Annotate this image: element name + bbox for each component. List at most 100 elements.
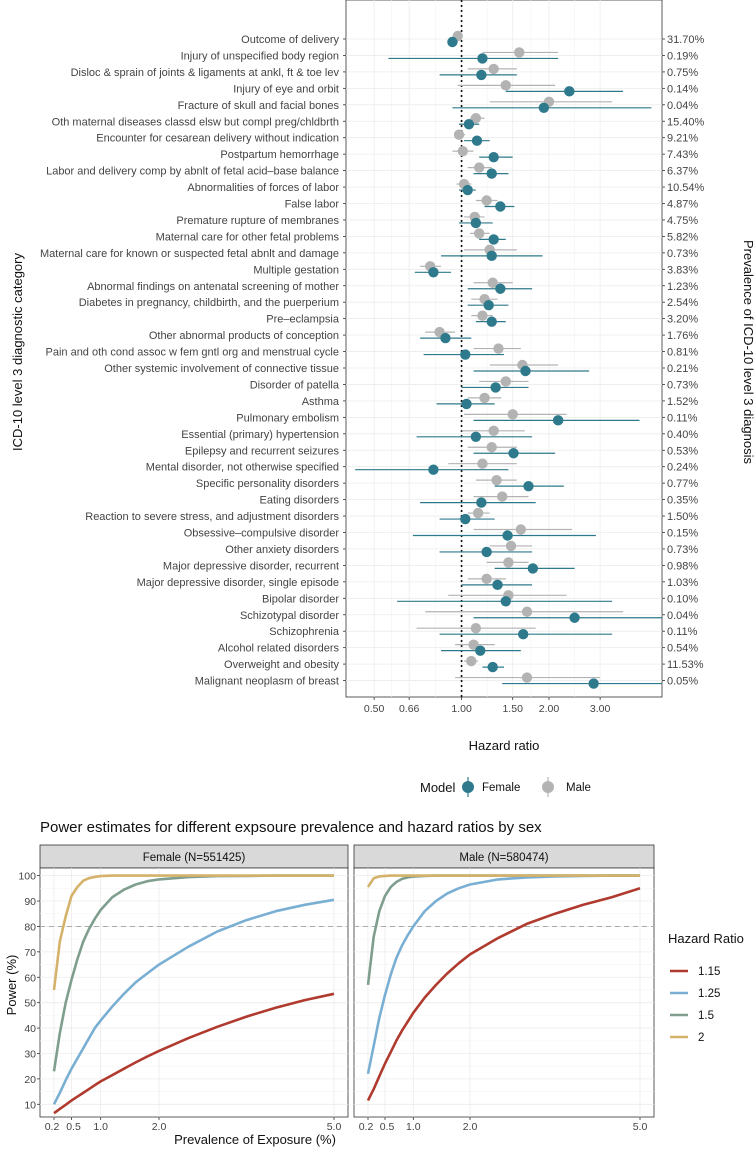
row-label-14: Multiple gestation bbox=[253, 264, 339, 276]
forest-x-ticks: 0.50 0.66 1.00 1.50 2.00 3.00 bbox=[364, 697, 610, 715]
row-prevalence-33: 1.03% bbox=[667, 577, 698, 589]
power-series-hr-1_15 bbox=[53, 992, 335, 1115]
row-label-18: Other abnormal products of conception bbox=[149, 330, 339, 342]
forest-legend: Model Female Male bbox=[420, 777, 591, 797]
male-point-21 bbox=[500, 376, 511, 387]
row-prevalence-31: 0.73% bbox=[667, 544, 698, 556]
row-label-16: Diabetes in pregnancy, childbirth, and t… bbox=[79, 297, 339, 309]
male-point-28 bbox=[496, 491, 508, 502]
female-point-24 bbox=[470, 431, 482, 442]
female-point-26 bbox=[428, 464, 439, 475]
forest-y-axis-label: ICD-10 level 3 diagnostic category bbox=[10, 253, 25, 451]
legend-female-label: Female bbox=[482, 782, 520, 794]
female-point-4 bbox=[538, 102, 550, 114]
legend-title: Model bbox=[420, 780, 456, 795]
male-point-30 bbox=[515, 524, 527, 535]
male-point-5 bbox=[470, 113, 482, 124]
power-legend-items: 1.15 1.25 1.5 2 bbox=[670, 966, 720, 1044]
row-prevalence-37: 0.54% bbox=[667, 643, 698, 655]
power-series-hr-2 bbox=[366, 874, 640, 888]
power-legend-label-2: 1.5 bbox=[698, 1010, 714, 1022]
male-point-8 bbox=[473, 162, 485, 173]
male-point-12 bbox=[473, 228, 485, 239]
row-label-27: Specific personality disorders bbox=[196, 478, 340, 490]
row-label-23: Pulmonary embolism bbox=[236, 412, 339, 424]
row-label-35: Schizotypal disorder bbox=[240, 610, 339, 622]
row-prevalence-39: 0.05% bbox=[667, 676, 698, 688]
row-prevalence-35: 0.04% bbox=[667, 610, 698, 622]
row-label-6: Encounter for cesarean delivery without … bbox=[96, 133, 339, 145]
power-y-tick-label: 40 bbox=[24, 1023, 36, 1035]
power-legend-label-0: 1.15 bbox=[698, 966, 720, 978]
forest-row-labels: Outcome of delivery Injury of unspecified… bbox=[40, 34, 346, 688]
row-prevalence-7: 7.43% bbox=[667, 149, 698, 161]
power-x-tick-label: 2.0 bbox=[152, 1121, 167, 1133]
power-x-tick-label: 1.0 bbox=[406, 1121, 421, 1133]
legend-male-dot bbox=[542, 781, 554, 793]
row-label-8: Labor and delivery comp by abnlt of feta… bbox=[46, 166, 339, 178]
forest-x-tick-label: 0.50 bbox=[364, 703, 385, 715]
row-label-30: Obsessive–compulsive disorder bbox=[184, 528, 340, 540]
row-label-39: Malignant neoplasm of breast bbox=[195, 676, 339, 688]
power-panels: Female (N=551425) 10 20 30 40 50 60 70 80 90 100 0.… bbox=[18, 844, 655, 1133]
row-label-29: Reaction to severe stress, and adjustmen… bbox=[85, 511, 339, 523]
power-y-tick-label: 70 bbox=[24, 947, 36, 959]
female-point-28 bbox=[476, 497, 487, 508]
power-legend-title: Hazard Ratio bbox=[668, 931, 744, 946]
female-point-10 bbox=[495, 201, 506, 212]
male-point-22 bbox=[479, 392, 490, 404]
row-prevalence-27: 0.77% bbox=[667, 478, 698, 490]
row-prevalence-2: 0.75% bbox=[667, 67, 698, 79]
power-legend-label-3: 2 bbox=[698, 1032, 704, 1044]
female-point-18 bbox=[440, 332, 451, 344]
row-label-3: Injury of eye and orbit bbox=[233, 83, 339, 95]
power-series-hr-1_15 bbox=[366, 887, 641, 1102]
power-y-tick-label: 90 bbox=[24, 896, 36, 908]
male-point-26 bbox=[477, 458, 488, 469]
power-plot: Power estimates for different expsoure p… bbox=[4, 819, 744, 1147]
power-strip-label: Male (N=580474) bbox=[459, 852, 548, 864]
male-point-19 bbox=[493, 343, 504, 354]
female-point-38 bbox=[487, 661, 498, 673]
female-point-9 bbox=[462, 184, 473, 196]
row-prevalence-32: 0.98% bbox=[667, 560, 698, 572]
male-point-25 bbox=[486, 442, 497, 453]
male-point-36 bbox=[470, 623, 482, 634]
row-label-38: Overweight and obesity bbox=[224, 659, 339, 671]
forest-x-tick-label: 1.00 bbox=[451, 703, 472, 715]
row-prevalence-29: 1.50% bbox=[667, 511, 698, 523]
row-label-4: Fracture of skull and facial bones bbox=[178, 100, 340, 112]
female-point-17 bbox=[486, 316, 497, 327]
male-point-2 bbox=[488, 63, 499, 75]
female-point-5 bbox=[463, 119, 475, 130]
row-label-12: Maternal care for other fetal problems bbox=[156, 231, 340, 243]
male-point-27 bbox=[491, 474, 502, 486]
power-x-tick-label: 0.5 bbox=[380, 1121, 395, 1133]
row-prevalence-11: 4.75% bbox=[667, 215, 698, 227]
power-panel-frame bbox=[39, 867, 349, 1118]
row-label-25: Epilepsy and recurrent seizures bbox=[185, 445, 340, 457]
female-point-23 bbox=[552, 415, 564, 426]
female-point-29 bbox=[460, 513, 471, 525]
power-y-tick-label: 80 bbox=[24, 921, 36, 933]
row-label-7: Postpartum hemorrhage bbox=[220, 149, 339, 161]
legend-female-dot bbox=[462, 781, 474, 793]
row-prevalence-17: 3.20% bbox=[667, 314, 698, 326]
row-prevalence-30: 0.15% bbox=[667, 528, 698, 540]
male-point-35 bbox=[521, 606, 533, 617]
forest-marks bbox=[355, 30, 662, 689]
male-point-24 bbox=[488, 425, 499, 436]
row-label-9: Abnormalities of forces of labor bbox=[187, 182, 339, 194]
row-prevalence-15: 1.23% bbox=[667, 281, 698, 293]
forest-x-axis-label: Hazard ratio bbox=[469, 738, 540, 753]
row-label-10: False labor bbox=[285, 199, 340, 211]
power-x-tick-label: 1.0 bbox=[93, 1121, 108, 1133]
power-x-axis-label: Prevalence of Exposure (%) bbox=[174, 1132, 336, 1147]
row-prevalence-18: 1.76% bbox=[667, 330, 698, 342]
row-label-2: Disloc & sprain of joints & ligaments at… bbox=[71, 67, 340, 79]
female-point-27 bbox=[523, 480, 534, 492]
male-point-10 bbox=[481, 195, 492, 206]
female-point-15 bbox=[495, 283, 506, 294]
female-point-8 bbox=[486, 168, 497, 179]
female-point-20 bbox=[520, 365, 531, 377]
